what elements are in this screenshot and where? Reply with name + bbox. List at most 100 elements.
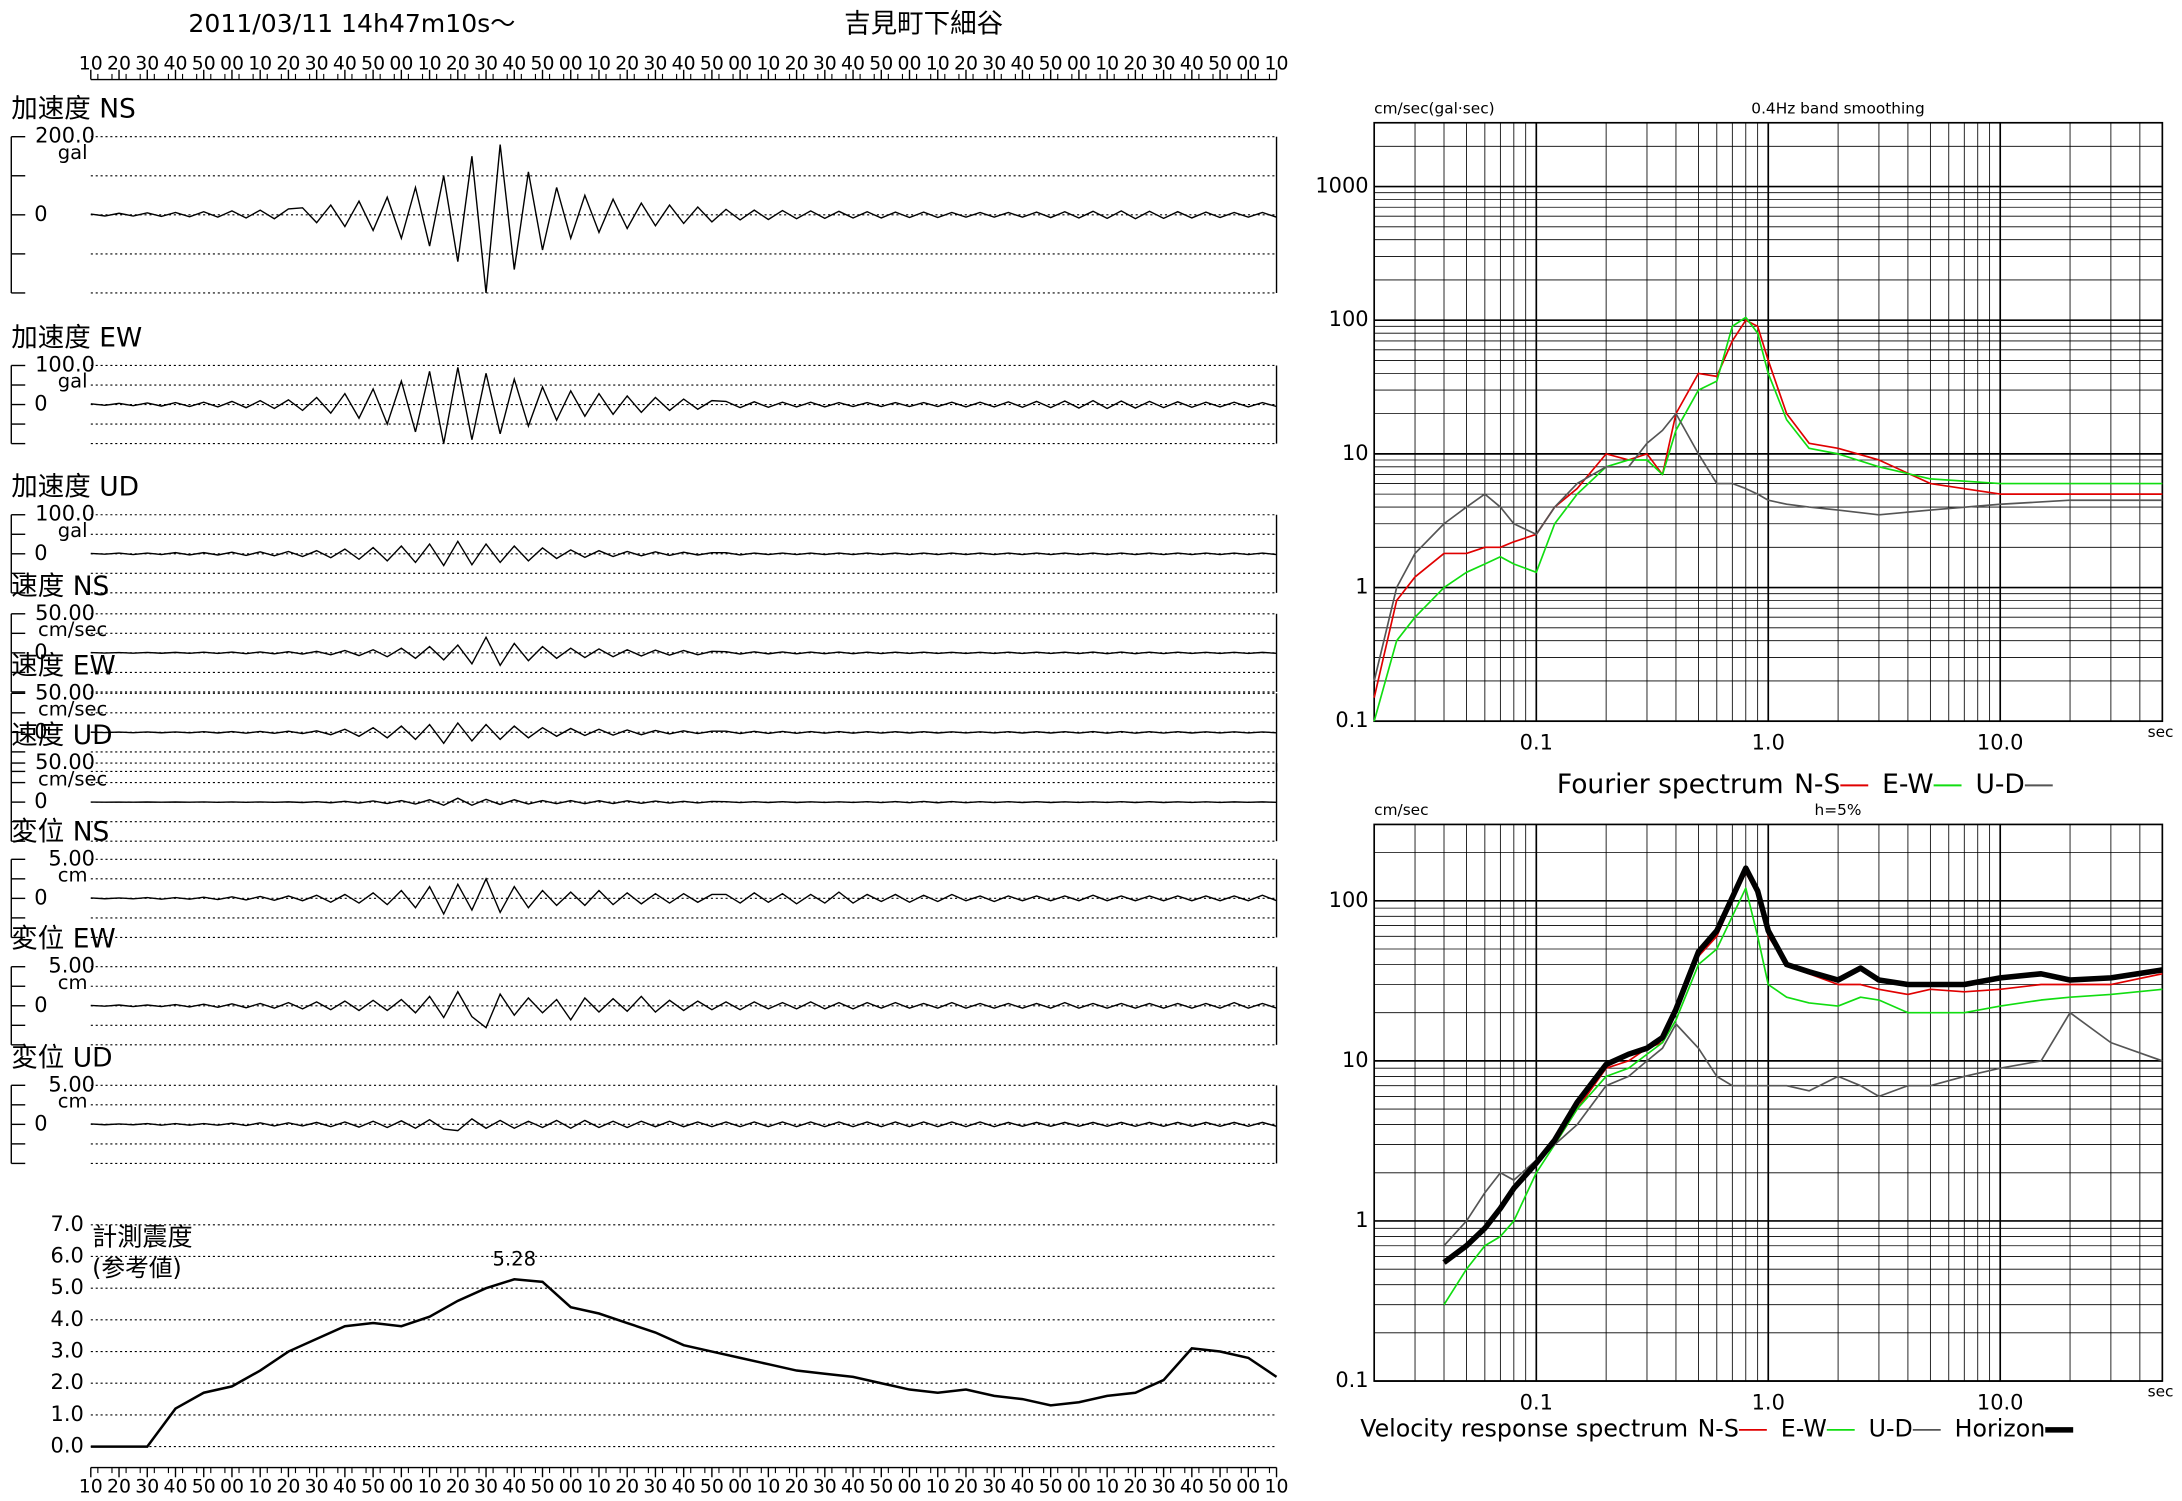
waveform: [90, 721, 1277, 745]
time-tick-label: 20: [615, 1477, 639, 1498]
x-tick-label: 0.1: [1520, 1390, 1553, 1414]
intensity-title: 計測震度: [92, 1223, 192, 1252]
time-tick-label: 30: [135, 54, 159, 75]
time-tick-label: 20: [446, 1477, 470, 1498]
waveform: [90, 367, 1277, 444]
chart-subtitle: 0.4Hz band smoothing: [1751, 99, 1924, 117]
unit-label: cm/sec: [38, 698, 107, 721]
y-tick-label: 0: [34, 392, 47, 416]
time-tick-label: 20: [107, 54, 131, 75]
spectrum-line: [1443, 887, 2163, 1306]
time-tick-label: 50: [1208, 54, 1232, 75]
y-tick-label: 7.0: [51, 1212, 84, 1236]
time-tick-label: 10: [1265, 54, 1289, 75]
time-tick-label: 10: [1095, 1477, 1119, 1498]
y-tick-label: 0: [34, 789, 47, 813]
time-tick-label: 40: [502, 1477, 526, 1498]
time-tick-label: 20: [615, 54, 639, 75]
y-tick-label: 1.0: [51, 1402, 84, 1426]
time-tick-label: 10: [756, 54, 780, 75]
time-tick-label: 40: [333, 1477, 357, 1498]
time-tick-label: 30: [1152, 1477, 1176, 1498]
y-tick-label: 0.0: [51, 1434, 84, 1458]
y-tick-label: 100: [1329, 307, 1369, 331]
time-tick-label: 10: [1095, 54, 1119, 75]
peak-label: 5.28: [493, 1247, 536, 1270]
time-tick-label: 50: [869, 1477, 893, 1498]
time-tick-label: 00: [728, 1477, 752, 1498]
y-tick-label: 0: [34, 541, 47, 565]
y-tick-label: 2.0: [51, 1370, 84, 1394]
unit-label: gal: [58, 519, 88, 542]
legend-label: U-D: [1975, 769, 2024, 800]
spectrum-line: [1373, 316, 2163, 722]
time-tick-label: 30: [474, 1477, 498, 1498]
y-tick-label: 0: [34, 640, 47, 664]
time-tick-label: 10: [926, 1477, 950, 1498]
time-tick-label: 50: [1039, 1477, 1063, 1498]
x-axis-unit: sec: [2148, 1383, 2174, 1401]
time-tick-label: 10: [418, 54, 442, 75]
unit-label: cm: [58, 864, 88, 887]
time-tick-label: 50: [700, 1477, 724, 1498]
y-tick-label: 1: [1355, 575, 1368, 599]
time-tick-label: 20: [954, 54, 978, 75]
y-tick-label: 50.00: [35, 680, 95, 704]
time-tick-label: 40: [1180, 54, 1204, 75]
legend-title: Fourier spectrum: [1557, 769, 1784, 800]
time-tick-label: 10: [587, 1477, 611, 1498]
time-tick-label: 00: [898, 1477, 922, 1498]
time-tick-label: 10: [248, 54, 272, 75]
time-tick-label: 30: [305, 1477, 329, 1498]
time-tick-label: 50: [531, 1477, 555, 1498]
time-tick-label: 50: [192, 1477, 216, 1498]
waveform: [90, 877, 1277, 916]
time-tick-label: 40: [333, 54, 357, 75]
trace-name: 速度 NS: [11, 571, 109, 602]
time-tick-label: 20: [276, 54, 300, 75]
trace-name: 変位 UD: [11, 1042, 112, 1073]
trace-name: 速度 UD: [11, 720, 112, 751]
x-axis-unit: sec: [2148, 723, 2174, 741]
y-tick-label: 50.00: [35, 601, 95, 625]
unit-label: cm: [58, 971, 88, 994]
legend-label: U-D: [1869, 1414, 1913, 1442]
time-tick-label: 40: [164, 1477, 188, 1498]
time-tick-label: 30: [643, 1477, 667, 1498]
time-tick-label: 20: [107, 1477, 131, 1498]
time-tick-label: 30: [982, 54, 1006, 75]
time-tick-label: 10: [587, 54, 611, 75]
unit-label: cm: [58, 1090, 88, 1113]
waveform: [90, 635, 1277, 667]
x-tick-label: 0.1: [1520, 731, 1553, 755]
time-tick-label: 20: [276, 1477, 300, 1498]
time-tick-label: 50: [192, 54, 216, 75]
trace-name: 変位 EW: [11, 924, 115, 955]
time-tick-label: 50: [361, 1477, 385, 1498]
y-tick-label: 200.0: [35, 124, 95, 148]
intensity-subtitle: (参考値): [92, 1254, 182, 1282]
time-tick-label: 20: [1123, 1477, 1147, 1498]
time-tick-label: 30: [982, 1477, 1006, 1498]
time-tick-label: 10: [248, 1477, 272, 1498]
y-tick-label: 100: [1329, 888, 1369, 912]
spectrum-line: [1373, 412, 2163, 682]
time-tick-label: 50: [361, 54, 385, 75]
legend-label: Horizon: [1955, 1414, 2046, 1442]
time-tick-label: 10: [1265, 1477, 1289, 1498]
time-tick-label: 00: [1067, 1477, 1091, 1498]
trace-name: 加速度 EW: [11, 322, 142, 353]
y-tick-label: 0: [34, 719, 47, 743]
x-tick-label: 10.0: [1977, 731, 2024, 755]
time-tick-label: 30: [305, 54, 329, 75]
unit-label: gal: [58, 370, 88, 393]
time-tick-label: 00: [898, 54, 922, 75]
time-tick-label: 10: [756, 1477, 780, 1498]
y-tick-label: 0: [34, 202, 47, 226]
time-tick-label: 00: [559, 1477, 583, 1498]
record-date: 2011/03/11 14h47m10s～: [188, 9, 515, 38]
trace-name: 変位 NS: [11, 816, 109, 847]
time-tick-label: 30: [135, 1477, 159, 1498]
chart-subtitle: h=5%: [1815, 801, 1862, 819]
unit-label: gal: [58, 141, 88, 164]
